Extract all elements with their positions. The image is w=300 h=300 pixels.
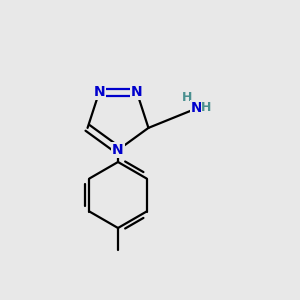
Text: H: H (182, 92, 193, 104)
Text: N: N (190, 101, 202, 115)
Text: H: H (201, 101, 212, 114)
Text: N: N (112, 143, 124, 157)
Text: N: N (131, 85, 142, 99)
Text: N: N (93, 85, 105, 99)
